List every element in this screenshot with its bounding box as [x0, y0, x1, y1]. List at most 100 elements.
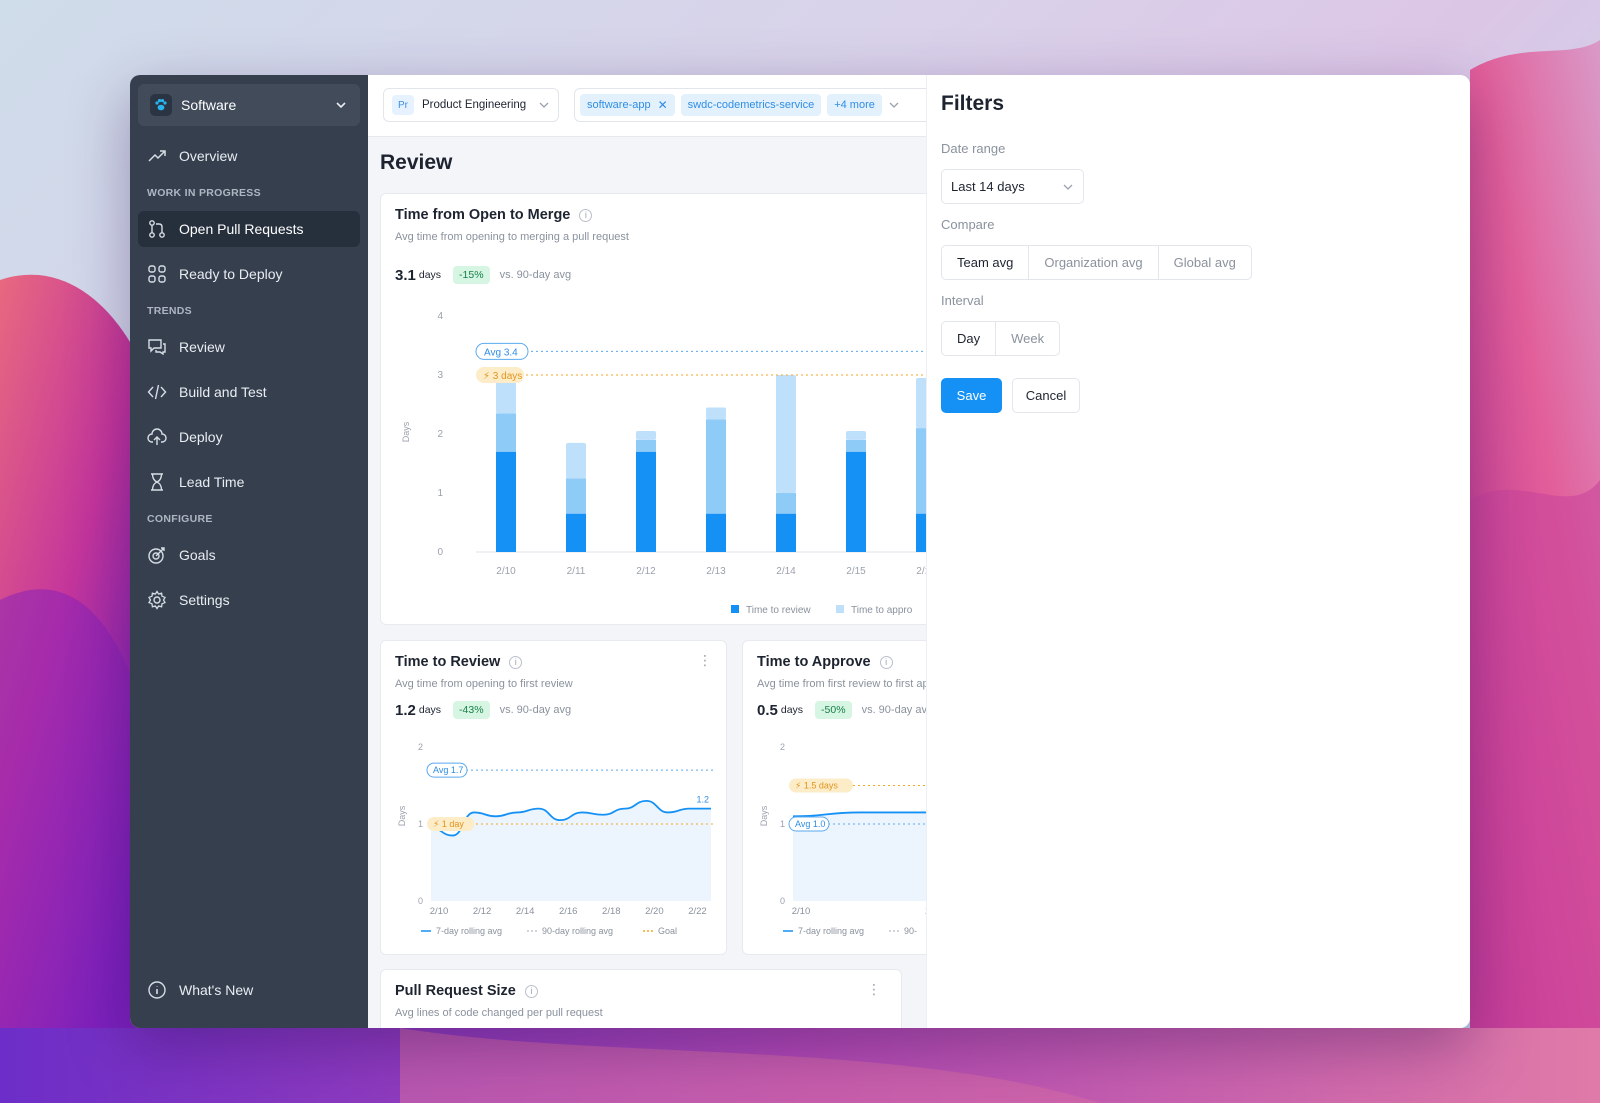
- x-tick-label: 2/16: [559, 906, 578, 917]
- sidebar-item-lead-time[interactable]: Lead Time: [138, 464, 360, 500]
- stat-value: 0.5: [757, 701, 778, 719]
- compare-option-global-avg[interactable]: Global avg: [1173, 255, 1236, 270]
- repo-chip-label: software-app: [587, 99, 651, 111]
- sidebar-item-overview[interactable]: Overview: [138, 138, 360, 174]
- info-icon[interactable]: i: [509, 655, 523, 669]
- repo-chip[interactable]: software-app ✕: [580, 94, 675, 116]
- card-subtitle: Avg time from opening to merging a pull …: [395, 231, 629, 243]
- y-tick-label: 0: [437, 547, 443, 558]
- bar-segment: [846, 431, 866, 440]
- x-tick-label: 2/15: [846, 566, 866, 577]
- y-tick-label: 2: [780, 742, 785, 752]
- legend-label: Time to appro: [851, 605, 913, 616]
- date-range-value: Last 14 days: [951, 179, 1025, 194]
- repository-multiselect[interactable]: software-app ✕ swdc-codemetrics-service +…: [574, 88, 928, 122]
- legend-swatch: [836, 605, 844, 613]
- bar-segment: [636, 431, 656, 440]
- more-vertical-icon[interactable]: ⋮: [867, 981, 881, 997]
- sidebar-item-build-and-test[interactable]: Build and Test: [138, 374, 360, 410]
- sidebar-item-settings[interactable]: Settings: [138, 582, 360, 618]
- legend-label: Goal: [658, 926, 677, 936]
- card-title-text: Time from Open to Merge: [395, 207, 571, 223]
- workspace-name: Software: [181, 97, 237, 113]
- goal-badge: [427, 817, 475, 831]
- x-tick-label: 2/12: [473, 906, 492, 917]
- sidebar-item-whats-new[interactable]: What's New: [138, 972, 360, 1008]
- team-name: Product Engineering: [422, 99, 527, 111]
- interval-label: Interval: [941, 293, 984, 308]
- sidebar: Software Overview WORK IN PROGRESS Open …: [130, 75, 368, 1028]
- bar-segment: [916, 428, 928, 514]
- sidebar-item-deploy[interactable]: Deploy: [138, 419, 360, 455]
- compare-option-organization-avg[interactable]: Organization avg: [1029, 246, 1159, 279]
- hourglass-icon: [147, 472, 167, 492]
- workspace-switcher[interactable]: Software: [138, 84, 360, 126]
- info-icon[interactable]: i: [879, 655, 893, 669]
- x-tick-label: 2/22: [688, 906, 707, 917]
- stat-unit: days: [418, 704, 442, 716]
- legend-swatch: [731, 605, 739, 613]
- chevron-down-icon: [539, 102, 549, 108]
- save-button[interactable]: Save: [941, 378, 1002, 413]
- sidebar-item-review[interactable]: Review: [138, 329, 360, 365]
- grid-icon: [147, 264, 167, 284]
- goal-badge: [476, 367, 524, 383]
- comparison-text: vs. 90-day avg: [499, 704, 572, 716]
- goal-badge-label: ⚡ 1.5 days: [795, 781, 838, 791]
- date-range-select[interactable]: Last 14 days: [941, 169, 1084, 204]
- legend-label: 7-day rolling avg: [436, 926, 502, 936]
- stat-unit: days: [418, 269, 442, 281]
- filters-panel: Filters Date range Last 14 days Compare …: [926, 75, 1470, 1028]
- card-subtitle: Avg time from first review to first appr…: [757, 678, 928, 690]
- sidebar-item-goals[interactable]: Goals: [138, 537, 360, 573]
- close-icon[interactable]: ✕: [657, 98, 668, 112]
- compare-segmented-control: Team avg Organization avg Global avg: [941, 245, 1252, 280]
- section-label-trends: TRENDS: [147, 305, 192, 317]
- x-tick-label: 2/13: [706, 566, 726, 577]
- bar-segment: [706, 419, 726, 514]
- more-repos-chip[interactable]: +4 more: [827, 94, 882, 116]
- sidebar-item-label: Goals: [179, 547, 216, 563]
- card-pull-request-size: Pull Request Size i ⋮ Avg lines of code c…: [380, 969, 902, 1028]
- y-tick-label: 0: [780, 896, 785, 906]
- section-label-wip: WORK IN PROGRESS: [147, 187, 261, 199]
- info-icon[interactable]: i: [524, 984, 538, 998]
- bar-segment: [496, 451, 516, 552]
- sidebar-item-label: Open Pull Requests: [179, 221, 304, 237]
- avg-badge-label: Avg 1.7: [433, 765, 463, 775]
- pull-request-icon: [147, 219, 167, 239]
- avg-badge: [788, 816, 830, 832]
- more-vertical-icon[interactable]: ⋮: [698, 652, 712, 668]
- sidebar-item-open-pull-requests[interactable]: Open Pull Requests: [138, 211, 360, 247]
- bar-segment: [706, 407, 726, 420]
- x-tick-label: 2/16: [916, 566, 928, 577]
- bar-segment: [496, 413, 516, 452]
- bar-segment: [636, 439, 656, 452]
- card-title: Time to Approve i: [757, 654, 893, 670]
- repo-chip-label: swdc-codemetrics-service: [687, 99, 815, 111]
- y-tick-label: 3: [437, 370, 443, 381]
- cancel-button[interactable]: Cancel: [1012, 378, 1080, 413]
- interval-option-week[interactable]: Week: [1011, 331, 1045, 346]
- line-chart-review: 0 1 2 Days 1.2 Avg 1.7 ⚡ 1 day 2/10 2/12 2/14 2/16…: [397, 742, 713, 936]
- y-axis-label: Days: [401, 421, 411, 442]
- trend-up-icon: [147, 146, 167, 166]
- repo-chip[interactable]: swdc-codemetrics-service: [680, 94, 822, 116]
- y-tick-label: 2: [418, 742, 423, 752]
- interval-segmented-control: Day Week: [941, 321, 1061, 356]
- card-subtitle: Avg time from opening to first review: [395, 678, 573, 690]
- delta-badge: -50%: [815, 701, 852, 719]
- series-area: [793, 812, 928, 901]
- stat-value: 1.2: [395, 701, 416, 719]
- compare-option-team-avg[interactable]: Team avg: [942, 246, 1030, 279]
- bar-segment: [706, 513, 726, 552]
- x-tick-label: 2/18: [602, 906, 621, 917]
- sidebar-item-label: Lead Time: [179, 474, 245, 490]
- sidebar-item-ready-to-deploy[interactable]: Ready to Deploy: [138, 256, 360, 292]
- legend-label: 90-day rolling avg: [542, 926, 613, 936]
- interval-option-day[interactable]: Day: [942, 322, 997, 355]
- info-icon[interactable]: i: [579, 208, 593, 222]
- card-title-text: Time to Approve: [757, 654, 871, 670]
- team-select[interactable]: Pr Product Engineering: [383, 88, 559, 122]
